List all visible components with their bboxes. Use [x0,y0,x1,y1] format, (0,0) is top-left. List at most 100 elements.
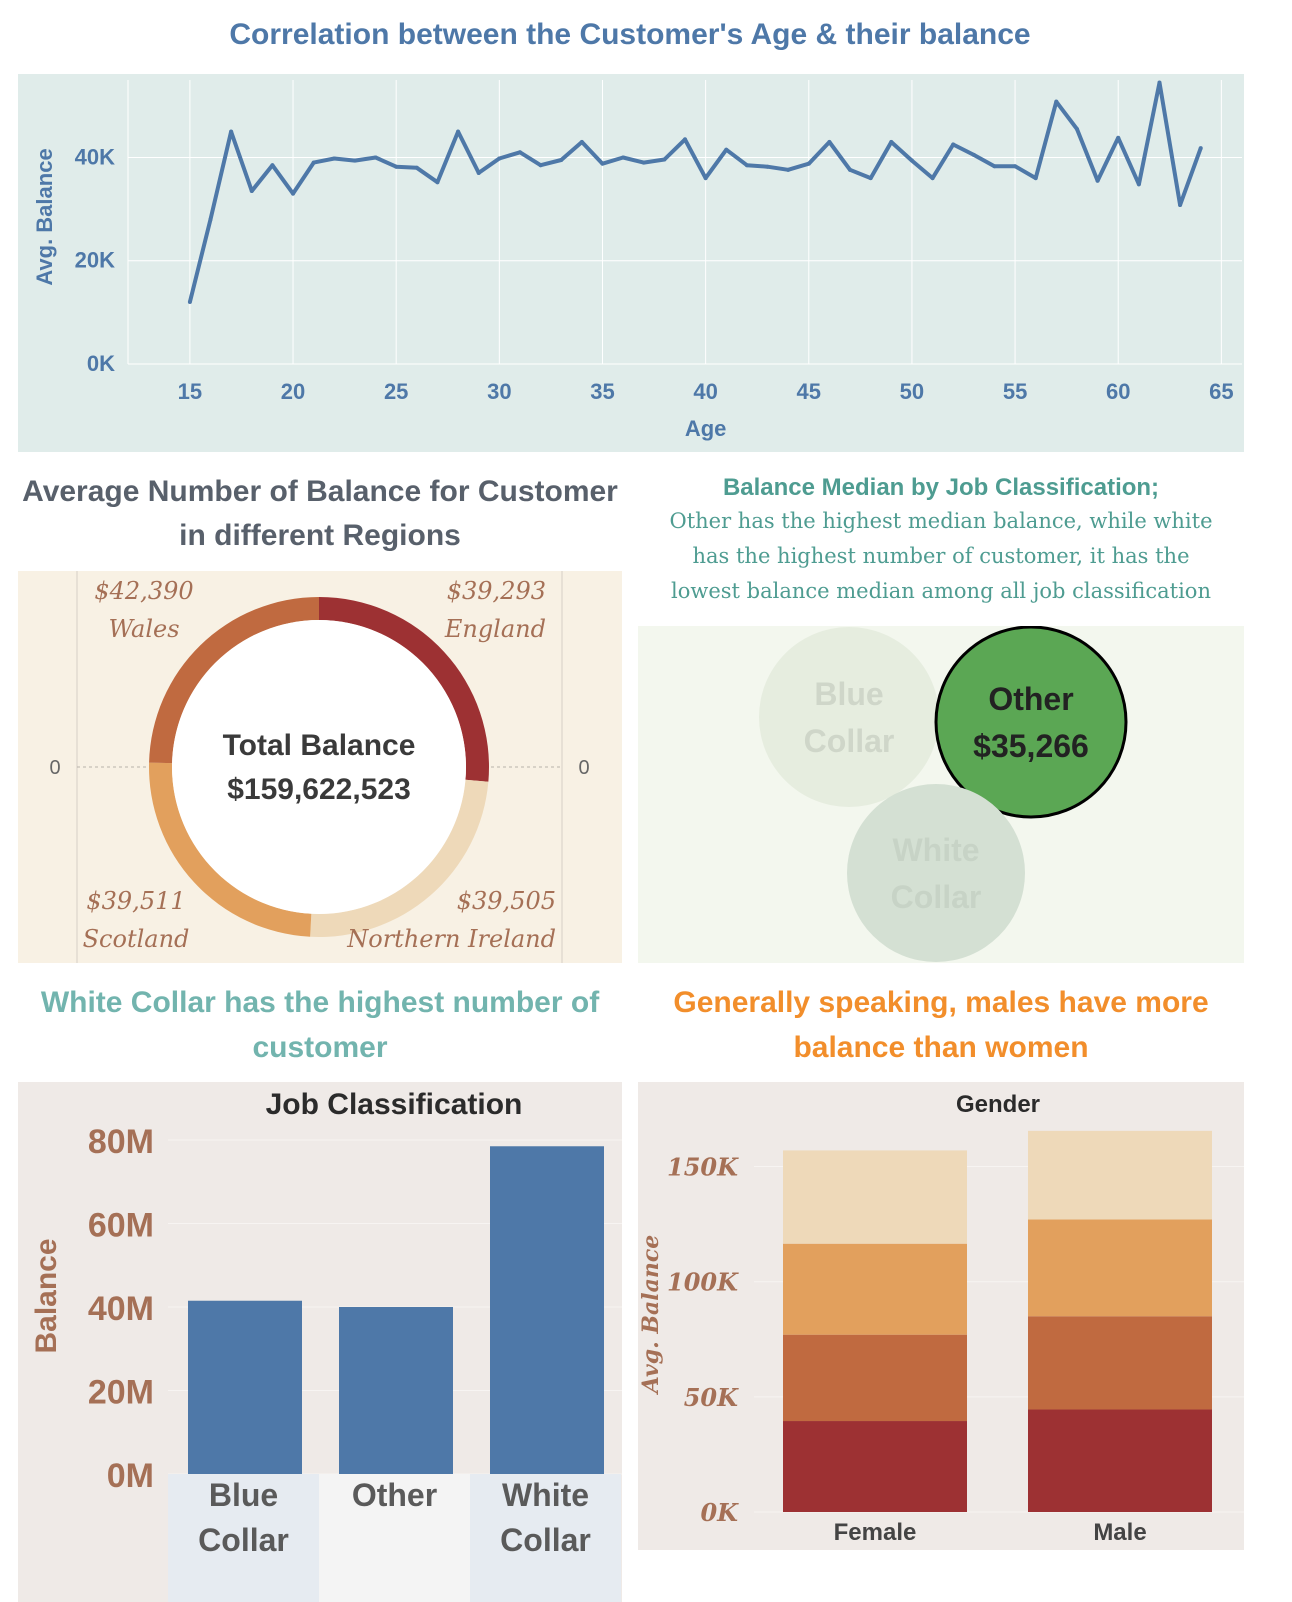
data-point [497,156,502,161]
data-point [208,217,213,222]
data-point [1013,164,1018,169]
y-tick-label: 40M [88,1290,154,1328]
data-point [1116,135,1121,140]
region-name-label: England [444,615,546,643]
data-point [744,163,749,168]
data-point [868,176,873,181]
stacked-bar-chart: Gender 0K 50K 100K 150K Avg. Balance Female Mal… [638,1091,1244,1546]
x-tick-label: 50 [900,379,924,404]
series-line [187,80,1203,303]
x-tick-label: Male [1093,1519,1146,1546]
line-chart-title: Correlation between the Customer's Age &… [229,18,1031,51]
job-bubble [934,625,1128,819]
x-tick-label: Blue [209,1477,278,1513]
data-point [187,300,192,305]
y-tick-label: 50K [684,1383,739,1412]
x-tick-label: 20 [281,379,305,404]
bar-title-line1: White Collar has the highest number of [40,986,600,1019]
donut-title-line2: in different Regions [179,519,461,552]
data-point [517,150,522,155]
data-point [249,189,254,194]
data-point [476,170,481,175]
y-axis-label: Avg. Balance [638,1235,664,1396]
stacked-segment [1028,1316,1212,1410]
bubble-label-line2: Collar [891,879,982,915]
data-point [414,165,419,170]
data-point [1095,178,1100,183]
gender-title-line2: balance than women [793,1031,1089,1064]
bubble-label-line2: Collar [804,723,895,759]
stacked-segment [1028,1219,1212,1317]
bubble-subtitle-line1: Other has the highest median balance, wh… [669,509,1213,533]
x-axis-label: Age [685,416,727,441]
x-tick-label: 55 [1003,379,1027,404]
gender-title: Generally speaking, males have more bala… [638,980,1244,1070]
y-tick-label: 0M [107,1457,154,1495]
data-point [229,129,234,134]
axis-right-label: 0 [578,757,589,779]
y-tick-label: 0K [87,351,115,376]
data-point [579,139,584,144]
data-point [1178,202,1183,207]
x-tick-label: Female [834,1519,917,1546]
job-bubble [759,627,939,807]
donut-chart: 0 0 Total Balance $159,622,523 $42,390 Wales $… [49,571,590,963]
region-name-label: Wales [108,615,179,643]
x-tick-label: 65 [1209,379,1233,404]
donut-title-line1: Average Number of Balance for Customer [22,475,618,508]
data-point [951,142,956,147]
y-axis-label: Avg. Balance [32,148,57,285]
stacked-segment [783,1150,967,1244]
donut-slice [310,779,489,937]
bubble-panel: Blue Collar Other $35,266 White Collar [638,625,1244,963]
data-point [435,180,440,185]
data-point [600,161,605,166]
data-point [1074,127,1079,132]
gender-panel: Gender 0K 50K 100K 150K Avg. Balance Female Mal… [638,1082,1244,1550]
y-tick-label: 80M [88,1123,154,1161]
job-bubble [847,784,1025,962]
y-tick-label: 40K [75,144,115,169]
x-tick-label: Collar [198,1522,289,1558]
category-band [470,1474,621,1602]
center-label: Total Balance [223,729,416,762]
data-point [971,152,976,157]
bubble-label-line1: White [892,832,979,868]
data-point [909,158,914,163]
bubble-title: Balance Median by Job Classification; [722,474,1160,501]
data-point [559,158,564,163]
x-tick-label: 40 [693,379,717,404]
donut-slice [149,597,319,764]
x-tick-label: White [502,1477,589,1513]
y-tick-label: 150K [667,1153,739,1182]
data-point [270,163,275,168]
data-point [662,157,667,162]
bubble-header: Balance Median by Job Classification; Ot… [638,472,1244,609]
bar-chart: Job Classification 0M 20M 40M 60M 80M Balance B… [30,1088,622,1602]
bubble-label-line1: Other [988,681,1073,717]
region-name-label: Scotland [83,925,190,953]
x-tick-label: 25 [384,379,408,404]
bar-title: White Collar has the highest number of c… [18,980,622,1070]
data-point [373,155,378,160]
y-tick-label: 100K [667,1268,739,1297]
data-point [724,147,729,152]
bubble-subtitle-line2: has the highest number of customer, it h… [692,544,1190,568]
data-point [848,167,853,172]
data-point [786,167,791,172]
data-point [806,161,811,166]
bar-title-line2: customer [252,1031,388,1064]
bar [339,1307,453,1474]
data-point [992,164,997,169]
x-tick-label: 35 [590,379,614,404]
axis-left-label: 0 [49,757,60,779]
data-point [827,139,832,144]
bar [188,1300,302,1474]
line-chart-panel: 15 20 25 30 35 40 45 50 55 60 65 0K 20K 40K Age Avg. Ba… [18,74,1244,452]
line-chart: 15 20 25 30 35 40 45 50 55 60 65 0K 20K 40K Age Avg. Ba… [32,80,1242,441]
data-point [930,176,935,181]
data-point [311,160,316,165]
x-tick-label: Collar [500,1522,591,1558]
donut-title: Average Number of Balance for Customer i… [18,470,622,558]
gender-title-line1: Generally speaking, males have more [673,986,1209,1019]
